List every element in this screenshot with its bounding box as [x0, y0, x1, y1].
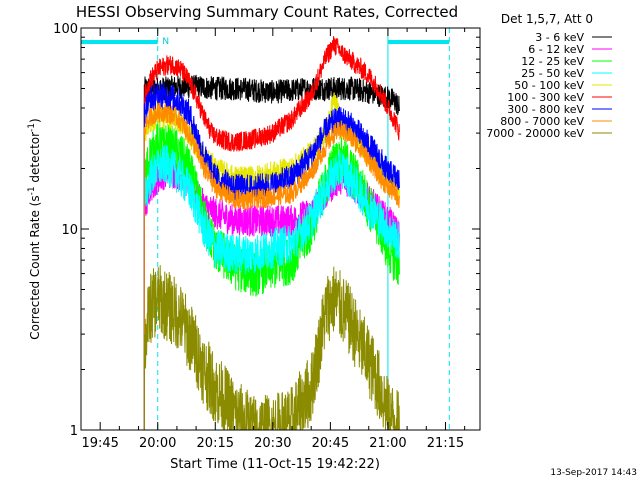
y-axis-label-sup2: -1 — [27, 123, 37, 132]
legend-label: 6 - 12 keV — [528, 43, 584, 56]
night-bar — [387, 40, 450, 44]
series-line-8 — [143, 265, 400, 430]
y-tick-label: 100 — [53, 22, 78, 37]
series-line-5 — [143, 36, 400, 430]
y-tick-label: 1 — [70, 424, 78, 439]
legend-label: 50 - 100 keV — [514, 79, 584, 92]
series-line-0 — [143, 74, 400, 430]
x-tick-label: 20:15 — [197, 436, 234, 451]
legend-header: Det 1,5,7, Att 0 — [501, 12, 593, 26]
legend-label: 12 - 25 keV — [521, 55, 584, 68]
y-axis-label-main: Corrected Count Rate (s — [28, 195, 42, 339]
legend-label: 800 - 7000 keV — [500, 115, 584, 128]
x-tick-label: 20:45 — [312, 436, 349, 451]
series-group — [143, 36, 400, 430]
night-bar — [81, 40, 158, 44]
plot-area: N 19:45 20:00 20:15 20:30 20:45 21:00 21:15 1 10 1… — [53, 22, 481, 451]
x-tick-label: 21:15 — [427, 436, 464, 451]
series-line-7 — [143, 102, 400, 430]
y-tick-label: 10 — [61, 223, 78, 238]
legend-label: 25 - 50 keV — [521, 67, 584, 80]
x-tick-label: 20:00 — [139, 436, 176, 451]
n-marker: N — [162, 37, 169, 47]
legend-label: 7000 - 20000 keV — [486, 127, 584, 140]
y-axis-label-end: ) — [28, 118, 42, 123]
y-axis-label-sup1: -1 — [27, 186, 37, 195]
legend-label: 3 - 6 keV — [535, 31, 584, 44]
legend-label: 100 - 300 keV — [507, 91, 584, 104]
x-tick-label: 20:30 — [254, 436, 291, 451]
x-tick-label: 21:00 — [369, 436, 406, 451]
timestamp: 13-Sep-2017 14:43 — [550, 468, 637, 478]
x-axis-label: Start Time (11-Oct-15 19:42:22) — [170, 457, 380, 472]
chart-title: HESSI Observing Summary Count Rates, Cor… — [76, 3, 458, 21]
series-line-3 — [143, 144, 400, 430]
legend-label: 300 - 800 keV — [507, 103, 584, 116]
x-tick-label: 19:45 — [81, 436, 118, 451]
y-axis-label-mid: detector — [28, 132, 42, 187]
y-axis-label: Corrected Count Rate (s-1 detector-1) — [27, 118, 42, 339]
